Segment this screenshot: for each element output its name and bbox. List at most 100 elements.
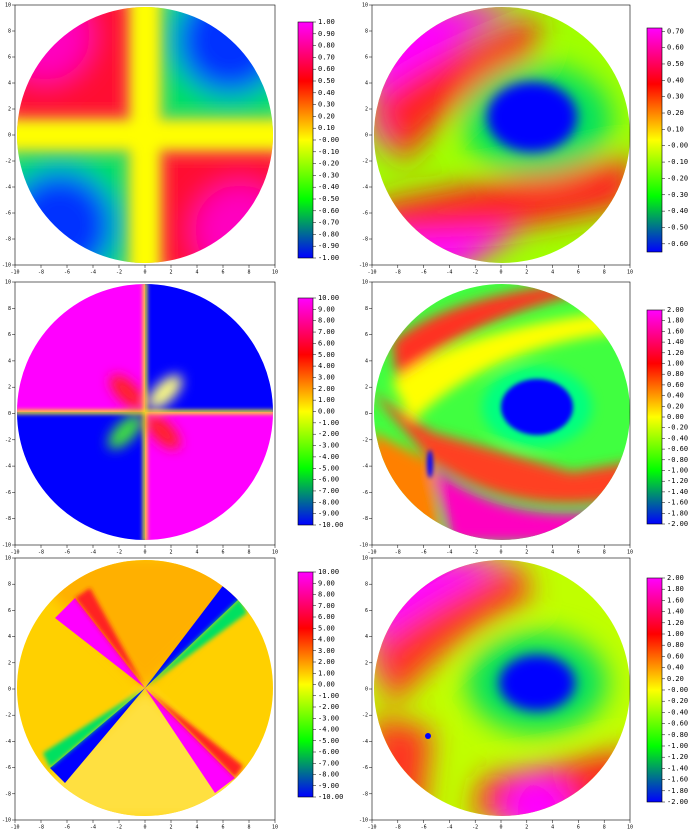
- x-tick-label: 8: [247, 825, 250, 831]
- x-tick-label: -8: [395, 270, 401, 276]
- colorbar-label: -5.00: [318, 737, 339, 745]
- colorbar-label: -1.20: [667, 477, 688, 485]
- colorbar-label: -3.00: [318, 714, 339, 722]
- colorbar-label: -6.00: [318, 748, 339, 756]
- y-tick-label: 8: [8, 306, 11, 312]
- colorbar-label: -9.00: [318, 510, 339, 518]
- x-tick-label: -4: [90, 825, 96, 831]
- colorbar-label: -0.40: [318, 183, 339, 191]
- y-tick-label: -8: [5, 791, 11, 797]
- x-tick-label: 8: [247, 550, 250, 556]
- colorbar-label: -0.60: [667, 720, 688, 728]
- colorbar-label: -1.80: [667, 787, 688, 795]
- y-tick-label: -2: [362, 437, 368, 443]
- colorbar-label: 3.00: [318, 373, 335, 381]
- x-tick-label: 0: [143, 825, 146, 831]
- y-tick-label: -8: [362, 237, 368, 243]
- x-tick-label: 2: [169, 550, 172, 556]
- x-tick-label: 0: [499, 550, 502, 556]
- y-tick-label: -4: [5, 739, 11, 745]
- colorbar-label: -0.00: [667, 142, 688, 150]
- y-tick-label: 0: [365, 133, 368, 139]
- y-tick-label: -4: [5, 185, 11, 191]
- y-tick-label: -6: [5, 211, 11, 217]
- colorbar-label: 0.20: [667, 109, 684, 117]
- x-tick-label: 4: [551, 825, 554, 831]
- colorbar-label: 0.20: [318, 112, 335, 120]
- colorbar-label: -2.00: [667, 520, 688, 528]
- y-tick-label: -10: [2, 818, 11, 824]
- colorbar-label: 1.00: [318, 396, 335, 404]
- x-tick-label: -4: [446, 550, 452, 556]
- colorbar-label: 8.00: [318, 591, 335, 599]
- colorbar-label: -1.80: [667, 509, 688, 517]
- y-tick-label: 2: [365, 385, 368, 391]
- x-tick-label: -10: [10, 550, 19, 556]
- y-tick-label: 2: [365, 107, 368, 113]
- x-tick-label: -6: [64, 825, 70, 831]
- y-tick-label: -10: [359, 543, 368, 549]
- colorbar-label: 7.00: [318, 328, 335, 336]
- colorbar-label: -0.20: [667, 697, 688, 705]
- y-tick-label: -2: [5, 159, 11, 165]
- colorbar-label: -1.00: [318, 692, 339, 700]
- colorbar: [297, 21, 314, 259]
- field: [374, 284, 630, 540]
- y-tick-label: 8: [365, 29, 368, 35]
- colorbar-label: -1.00: [318, 254, 339, 262]
- colorbar-label: 2.00: [667, 574, 684, 582]
- x-tick-label: -4: [90, 550, 96, 556]
- colorbar-label: -0.80: [667, 456, 688, 464]
- x-tick-label: -6: [64, 550, 70, 556]
- colorbar: [646, 577, 663, 803]
- colorbar-label: 0.50: [318, 77, 335, 85]
- colorbar-label: -0.30: [318, 171, 339, 179]
- colorbar-label: 1.40: [667, 608, 684, 616]
- x-tick-label: 10: [627, 270, 633, 276]
- x-tick-label: 6: [221, 825, 224, 831]
- colorbar-label: 1.00: [667, 630, 684, 638]
- x-tick-label: -8: [395, 825, 401, 831]
- colorbar-label: 2.00: [318, 658, 335, 666]
- colorbar-label: 1.80: [667, 317, 684, 325]
- colorbar-label: 0.00: [667, 413, 684, 421]
- y-tick-label: -6: [362, 490, 368, 496]
- colorbar-label: 0.50: [667, 60, 684, 68]
- colorbar-label: -1.20: [667, 753, 688, 761]
- x-tick-label: -2: [472, 270, 478, 276]
- colorbar-label: 0.90: [318, 30, 335, 38]
- colorbar-label: 6.00: [318, 613, 335, 621]
- x-tick-label: 10: [627, 825, 633, 831]
- colorbar-label: 0.40: [667, 392, 684, 400]
- y-tick-label: 10: [362, 3, 368, 9]
- y-tick-label: 2: [8, 385, 11, 391]
- y-tick-label: 4: [365, 81, 368, 87]
- colorbar-label: -0.60: [667, 240, 688, 248]
- y-tick-label: 6: [8, 332, 11, 338]
- colorbar-label: -0.80: [667, 731, 688, 739]
- colorbar-label: -0.40: [667, 434, 688, 442]
- y-tick-label: 6: [365, 55, 368, 61]
- x-tick-label: 2: [169, 270, 172, 276]
- x-tick-label: -6: [64, 270, 70, 276]
- y-tick-label: 4: [8, 81, 11, 87]
- colorbar-label: 0.70: [667, 27, 684, 35]
- colorbar-label: 1.00: [667, 360, 684, 368]
- x-tick-label: -6: [421, 270, 427, 276]
- colorbar-label: -1.60: [667, 499, 688, 507]
- colorbar-label: -10.00: [318, 521, 343, 529]
- y-tick-label: 4: [8, 634, 11, 640]
- y-tick-label: 0: [8, 133, 11, 139]
- y-tick-label: 2: [8, 660, 11, 666]
- colorbar-label: 4.00: [318, 362, 335, 370]
- y-tick-label: 4: [8, 358, 11, 364]
- colorbar-label: -0.60: [667, 445, 688, 453]
- y-tick-label: 6: [8, 608, 11, 614]
- x-tick-label: -10: [10, 270, 19, 276]
- colorbar-label: 0.60: [667, 652, 684, 660]
- y-tick-label: 8: [365, 582, 368, 588]
- x-tick-label: 6: [577, 825, 580, 831]
- colorbar-label: -0.20: [667, 174, 688, 182]
- colorbar-label: 1.80: [667, 585, 684, 593]
- colorbar-label: -3.00: [318, 442, 339, 450]
